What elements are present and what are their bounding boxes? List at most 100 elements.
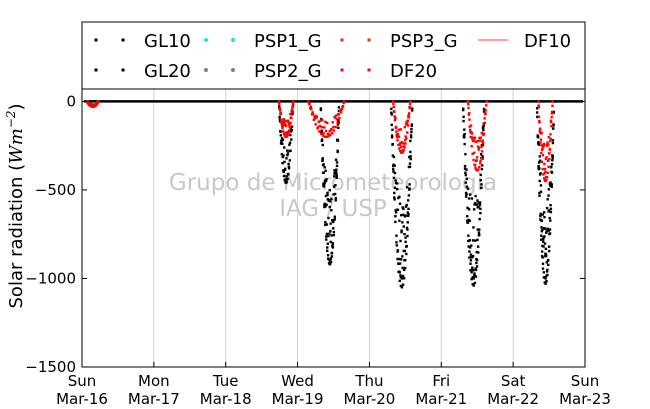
data-point-gl10 (332, 185, 336, 188)
data-point-gl10 (288, 143, 291, 146)
data-point-df20 (338, 116, 341, 120)
data-point-df20 (397, 128, 400, 131)
data-point-gl20 (335, 161, 339, 164)
data-point-df20 (281, 127, 284, 130)
data-point-gl20 (399, 284, 403, 288)
data-point-gl10 (464, 173, 467, 177)
data-point-df20 (394, 117, 397, 120)
data-point-gl20 (470, 277, 473, 281)
data-point-gl20 (542, 238, 545, 241)
data-point-df20 (291, 102, 295, 105)
y-axis-label-unit: Wm (6, 128, 27, 164)
data-point-df20 (545, 176, 549, 179)
data-point-df20 (539, 127, 542, 130)
data-point-gl20 (464, 171, 467, 174)
data-point-df20 (542, 144, 545, 147)
data-point-gl20 (326, 246, 329, 249)
data-point-df20 (289, 112, 292, 116)
data-point-df20 (548, 152, 551, 155)
legend: GL10 PSP1_G PSP3_G DF10 GL20 PSP2_G DF20 (81, 21, 586, 90)
data-point-df20 (282, 118, 285, 121)
data-point-gl20 (463, 128, 466, 131)
data-point-df20 (547, 143, 550, 146)
data-point-df20 (331, 121, 334, 124)
data-point-gl10 (337, 119, 340, 122)
data-point-gl10 (290, 128, 293, 132)
data-point-df20 (550, 124, 553, 128)
data-point-df20 (403, 146, 406, 149)
data-point-gl10 (464, 191, 468, 195)
data-point-gl10 (392, 155, 396, 159)
data-point-gl20 (401, 221, 404, 224)
data-point-gl10 (547, 258, 550, 262)
data-point-df20 (541, 154, 545, 157)
data-point-gl20 (336, 123, 340, 126)
data-point-df20 (324, 120, 327, 124)
data-point-df20 (308, 107, 312, 110)
data-point-gl20 (552, 124, 555, 127)
data-point-gl20 (322, 163, 325, 166)
data-point-gl10 (394, 211, 398, 214)
data-point-df20 (332, 125, 335, 129)
y-axis-label-text: Solar radiation ( (6, 164, 27, 309)
data-point-gl20 (547, 263, 550, 267)
data-point-df20 (398, 149, 402, 153)
data-point-df20 (402, 142, 405, 145)
data-point-df20 (312, 118, 316, 121)
data-point-df20 (547, 165, 550, 168)
data-point-df20 (282, 132, 286, 136)
data-point-gl20 (410, 107, 414, 110)
data-point-gl20 (326, 193, 329, 197)
data-point-gl10 (407, 207, 410, 211)
data-point-df20 (545, 156, 548, 159)
data-point-gl10 (322, 185, 326, 188)
data-point-df20 (318, 124, 322, 128)
data-point-gl20 (543, 281, 546, 284)
data-point-df20 (547, 136, 550, 139)
data-point-gl20 (329, 229, 332, 233)
data-point-df20 (405, 137, 408, 140)
data-point-df20 (283, 120, 286, 123)
data-point-gl20 (476, 251, 480, 254)
data-point-gl10 (474, 268, 478, 272)
data-point-df20 (473, 164, 477, 167)
data-point-df20 (467, 113, 471, 116)
data-point-gl10 (470, 271, 473, 274)
data-point-gl10 (402, 268, 406, 272)
data-point-gl20 (548, 232, 552, 235)
x-tick-label-date: Mar-22 (487, 390, 539, 408)
data-point-gl10 (548, 216, 551, 220)
data-point-gl10 (539, 214, 542, 218)
data-points (85, 100, 556, 289)
data-point-gl10 (475, 261, 478, 265)
data-point-gl10 (410, 109, 414, 112)
data-point-gl10 (287, 165, 291, 168)
data-point-df20 (325, 135, 328, 138)
data-point-df20 (408, 106, 412, 110)
data-point-gl20 (400, 214, 403, 217)
data-point-gl20 (552, 110, 556, 114)
data-point-df20 (544, 170, 547, 174)
data-point-df20 (469, 124, 473, 127)
data-point-gl10 (549, 203, 552, 207)
data-point-df20 (290, 111, 294, 114)
data-point-gl20 (481, 126, 485, 129)
data-point-gl10 (470, 197, 474, 200)
y-tick-label: −1000 (25, 269, 76, 287)
data-point-gl20 (394, 181, 398, 185)
data-point-gl20 (476, 206, 480, 209)
data-point-df20 (335, 118, 339, 121)
data-point-gl10 (325, 203, 328, 206)
data-point-df20 (538, 119, 541, 123)
data-point-gl10 (281, 155, 284, 159)
data-point-gl20 (394, 179, 397, 182)
data-point-df20 (476, 139, 479, 143)
data-point-gl20 (331, 243, 335, 246)
data-point-gl10 (284, 167, 287, 171)
data-point-gl10 (324, 205, 327, 208)
data-point-gl10 (280, 137, 284, 140)
data-point-df20 (397, 135, 401, 138)
x-tick-label-day: Mon (138, 372, 170, 390)
data-point-df20 (548, 148, 552, 151)
data-point-df20 (406, 124, 410, 127)
